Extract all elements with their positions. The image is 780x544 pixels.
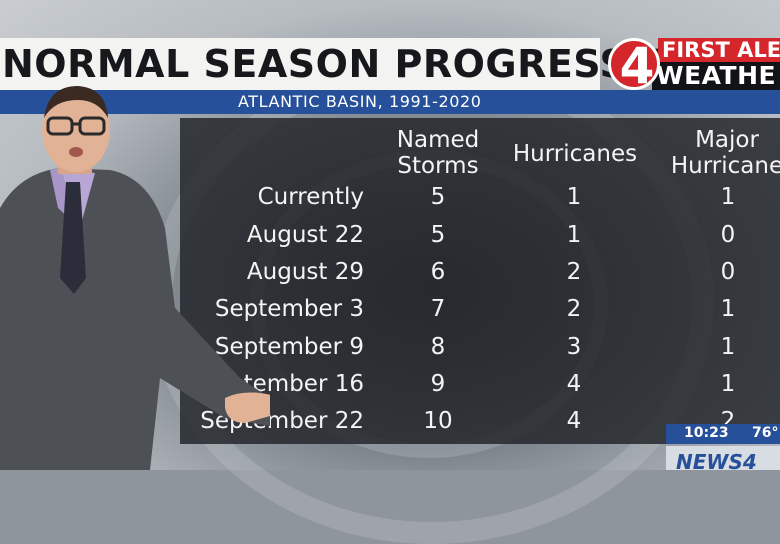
row-label: August 29	[246, 259, 364, 285]
time-box: 10:23 76°	[666, 424, 780, 444]
major-hurricanes-value: 1	[720, 334, 736, 360]
row-label: Currently	[257, 184, 364, 210]
hurricanes-value: 1	[566, 222, 582, 248]
header-line: Major	[695, 127, 759, 153]
named-storms-value: 7	[430, 296, 446, 322]
meteorologist-figure	[0, 86, 270, 470]
news-brand: NEWS4	[676, 450, 757, 474]
hurricanes-value: 1	[566, 184, 582, 210]
header-major-hurricanes: Major Hurricane	[652, 127, 780, 179]
major-hurricanes-value: 1	[720, 184, 736, 210]
temperature: 76°	[752, 425, 779, 441]
named-storms-value: 6	[430, 259, 446, 285]
logo-backdrop	[652, 60, 780, 90]
station-logo: FIRST ALER WEATHE 4	[600, 30, 780, 92]
named-storms-value: 5	[430, 222, 446, 248]
logo-line-1: FIRST ALER	[658, 38, 780, 62]
data-table-panel	[180, 118, 780, 444]
named-storms-value: 5	[430, 184, 446, 210]
hurricanes-value: 2	[566, 259, 582, 285]
logo-number: 4	[619, 37, 655, 92]
graphic-subtitle: ATLANTIC BASIN, 1991-2020	[238, 92, 482, 111]
row-label: September 9	[214, 334, 364, 360]
logo-circle: 4	[608, 37, 660, 92]
header-line: Hurricane	[670, 153, 780, 179]
graphic-title: NORMAL SEASON PROGRESSION	[2, 42, 708, 86]
hurricanes-value: 4	[566, 408, 582, 434]
row-label: September 3	[214, 296, 364, 322]
news-ticker: 10:23 76° NEWS4	[666, 424, 780, 474]
header-hurricanes: Hurricanes	[500, 141, 650, 167]
logo-line-2: WEATHE	[656, 61, 777, 90]
major-hurricanes-value: 1	[720, 371, 736, 397]
subtitle-bar: ATLANTIC BASIN, 1991-2020	[0, 90, 780, 114]
named-storms-value: 10	[423, 408, 453, 434]
named-storms-value: 9	[430, 371, 446, 397]
header-named-storms: Named Storms	[378, 127, 498, 179]
news-brand-box	[666, 446, 780, 470]
header-line: Named	[396, 127, 480, 153]
major-hurricanes-value: 1	[720, 296, 736, 322]
hurricanes-value: 4	[566, 371, 582, 397]
row-label: August 22	[246, 222, 364, 248]
major-hurricanes-value: 0	[720, 259, 736, 285]
clock-time: 10:23	[684, 425, 729, 441]
hurricanes-value: 3	[566, 334, 582, 360]
major-hurricanes-value: 0	[720, 222, 736, 248]
title-bar: NORMAL SEASON PROGRESSION	[0, 38, 707, 90]
header-line: Storms	[397, 153, 479, 179]
hurricanes-value: 2	[566, 296, 582, 322]
named-storms-value: 8	[430, 334, 446, 360]
header-line: Hurricanes	[512, 141, 638, 167]
